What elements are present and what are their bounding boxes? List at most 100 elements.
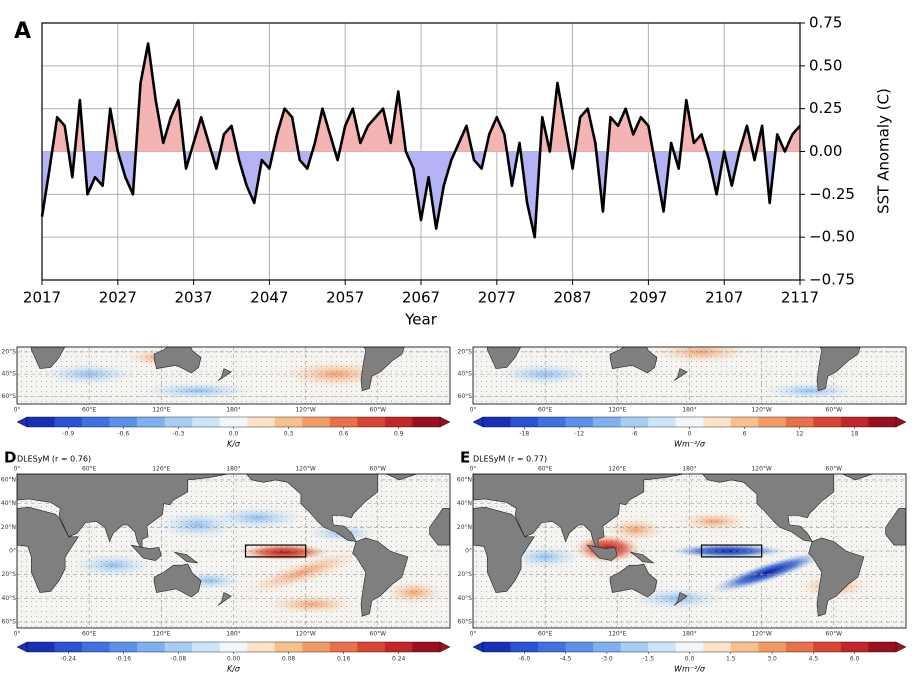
colorbar-bin: [27, 642, 55, 652]
land: [217, 368, 232, 382]
lon-label: 120°W: [751, 407, 771, 414]
lon-label: 60°E: [538, 407, 553, 414]
colorbar-tick-label: -0.6: [118, 431, 130, 438]
colorbar-bin: [840, 417, 869, 427]
land: [473, 474, 686, 551]
lon-label: 60°E: [538, 466, 553, 473]
colorbar-end: [16, 416, 28, 428]
colorbar-bin: [620, 642, 649, 652]
y-tick-label: −0.25: [809, 185, 855, 203]
colorbar-tick-label: 18: [851, 431, 859, 438]
lat-label: 20°N: [457, 524, 472, 531]
land: [673, 368, 688, 382]
colorbar-tick-label: 6.0: [850, 656, 860, 663]
lon-label: 180°: [226, 407, 240, 414]
lon-label: 0°: [14, 407, 21, 414]
colorbar-bin: [412, 642, 441, 652]
colorbar-tick-label: 0: [688, 431, 692, 438]
y-tick-label: 0.75: [809, 14, 842, 32]
colorbar-bin: [675, 417, 704, 427]
lon-label: 0°: [14, 631, 21, 638]
land: [217, 592, 232, 606]
lon-label: 0°: [14, 466, 21, 473]
colorbar-bin: [54, 642, 83, 652]
land: [175, 331, 198, 341]
lon-label: 60°W: [826, 407, 843, 414]
x-tick-label: 2067: [402, 289, 440, 307]
colorbar-bin: [510, 642, 539, 652]
panel-title: DLESyM (r = 0.76): [17, 455, 91, 464]
colorbar-tick-label: -0.16: [116, 656, 132, 663]
land: [31, 347, 66, 369]
map-frame: [16, 473, 451, 629]
land: [587, 324, 617, 338]
colorbar-bin: [675, 642, 704, 652]
land: [886, 290, 906, 324]
lon-label: 60°E: [82, 466, 97, 473]
colorbar-tick-label: -0.3: [173, 431, 185, 438]
land: [673, 592, 688, 606]
map-frame: [16, 346, 451, 405]
colorbar-tick-label: -4.5: [560, 656, 572, 663]
colorbar-tick-label: 0.3: [284, 431, 294, 438]
lat-label: 60°N: [457, 476, 472, 483]
x-tick-label: 2087: [554, 289, 592, 307]
nino-box: [244, 544, 307, 558]
nino-box: [700, 544, 763, 558]
lat-label: 40°S: [2, 371, 17, 378]
land: [17, 474, 230, 551]
colorbar-tick-label: 6: [743, 431, 747, 438]
colorbar-bin: [703, 417, 732, 427]
colorbar-bin: [164, 417, 193, 427]
colorbar-bin: [813, 417, 842, 427]
lat-label: 20°S: [458, 348, 473, 355]
land: [473, 506, 535, 593]
land: [153, 563, 202, 598]
lon-label: 120°W: [295, 466, 315, 473]
colorbar-bin: [785, 417, 814, 427]
colorbar-tick-label: 3.0: [767, 656, 777, 663]
land: [808, 537, 865, 617]
colorbar-bin: [54, 417, 83, 427]
colorbar-tick-label: -12: [574, 431, 584, 438]
panel-label: D: [4, 449, 16, 467]
panel-title: DLESyM (r = 0.77): [473, 455, 547, 464]
lat-label: 60°N: [1, 476, 16, 483]
colorbar-bin: [412, 417, 441, 427]
lon-label: 180°: [682, 631, 696, 638]
colorbar-bin: [510, 417, 539, 427]
y-tick-label: 0.25: [809, 99, 842, 117]
colorbar-tick-label: 1.5: [726, 656, 736, 663]
lat-label: 20°N: [1, 524, 16, 531]
colorbar-bin: [483, 417, 511, 427]
land: [174, 551, 199, 564]
colorbar-bin: [538, 642, 566, 652]
colorbar-label: Wm⁻²/σ: [674, 665, 706, 674]
lat-label: 60°S: [458, 393, 473, 400]
map: [17, 474, 450, 628]
land: [384, 257, 420, 264]
colorbar-label: K/σ: [227, 440, 241, 449]
colorbar-tick-label: -3.0: [601, 656, 613, 663]
colorbar-end: [439, 641, 451, 653]
land: [841, 474, 874, 481]
colorbar-tick-label: 0.0: [229, 431, 239, 438]
colorbar-bin: [785, 642, 814, 652]
lon-label: 60°W: [826, 631, 843, 638]
colorbar-bin: [565, 642, 594, 652]
colorbar-bin: [192, 642, 221, 652]
colorbar-bin: [620, 417, 649, 427]
land: [385, 474, 418, 481]
lon-label: 180°: [226, 631, 240, 638]
colorbar-tick-label: 0.0: [685, 656, 695, 663]
area-negative: [42, 151, 800, 238]
x-tick-label: 2077: [478, 289, 516, 307]
land: [246, 474, 379, 542]
colorbar-bin: [703, 642, 732, 652]
land: [131, 324, 161, 338]
colorbar-bin: [648, 642, 677, 652]
colorbar-bin: [302, 417, 331, 427]
colorbar-label: K/σ: [227, 665, 241, 674]
colorbar-bin: [109, 417, 138, 427]
